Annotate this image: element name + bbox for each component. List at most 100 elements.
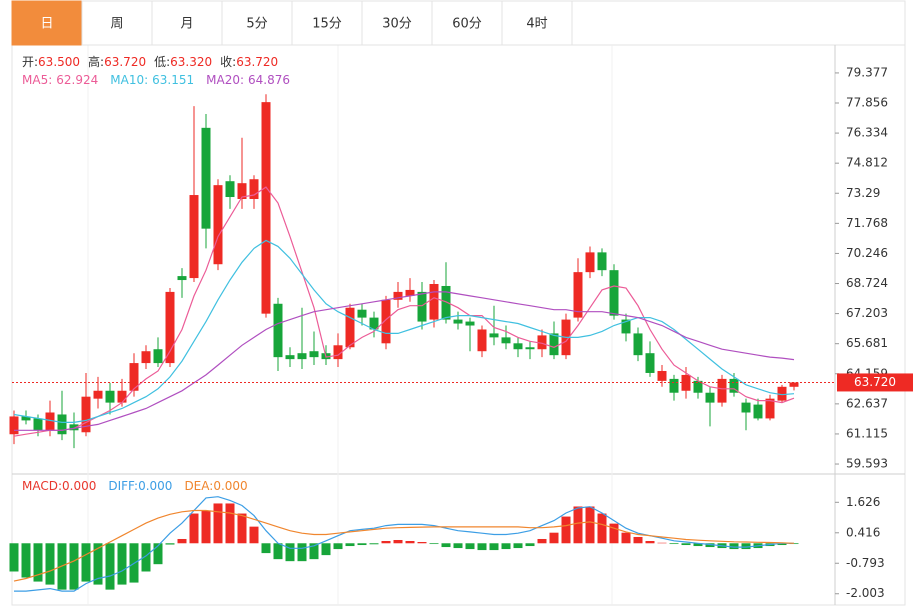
- tab[interactable]: [431, 0, 503, 46]
- macd-bar: [285, 543, 295, 562]
- macd-bar: [165, 543, 175, 545]
- tab-label[interactable]: 30分: [382, 17, 412, 32]
- macd-bar: [729, 543, 739, 550]
- candle-body: [585, 252, 595, 273]
- candle-body: [165, 291, 175, 364]
- tab-label[interactable]: 15分: [312, 17, 342, 32]
- macd-bar: [33, 543, 43, 582]
- macd-bar: [633, 536, 643, 544]
- candle-body: [441, 285, 451, 320]
- frame: [11, 0, 906, 606]
- macd-bar: [609, 523, 619, 544]
- macd-bar: [705, 543, 715, 548]
- macd-bar: [357, 543, 367, 546]
- legend-value: 63.320: [170, 55, 212, 69]
- candle-body: [129, 363, 139, 391]
- y-tick-label: 74.812: [846, 156, 888, 170]
- y-tick-label: 62.637: [846, 396, 888, 410]
- tab[interactable]: [501, 0, 573, 46]
- candle-body: [393, 291, 403, 300]
- candle-body: [753, 404, 763, 419]
- macd-bar: [549, 532, 559, 544]
- macd-bar: [465, 543, 475, 550]
- y-tick-label: 68.724: [846, 276, 888, 290]
- macd-bar: [669, 543, 679, 545]
- candle-body: [657, 370, 667, 381]
- y-tick-label: 61.115: [846, 426, 888, 440]
- legend-label: DIFF:: [108, 479, 138, 493]
- tab-label[interactable]: 60分: [452, 17, 482, 32]
- tab-label[interactable]: 4时: [526, 17, 547, 32]
- tab[interactable]: [11, 0, 83, 46]
- macd-line: [14, 496, 794, 592]
- candle-body: [297, 353, 307, 360]
- tab-label[interactable]: 5分: [246, 17, 267, 32]
- candle-body: [93, 390, 103, 399]
- tab[interactable]: [361, 0, 433, 46]
- y-tick-label: 0.416: [846, 525, 880, 539]
- macd-bar: [261, 543, 271, 554]
- macd-bar: [201, 510, 211, 544]
- candle-body: [597, 252, 607, 271]
- legend-value: 63.720: [104, 55, 146, 69]
- y-tick-label: 71.768: [846, 216, 888, 230]
- ma-line: [13, 186, 795, 437]
- macd-bar: [81, 543, 91, 582]
- candle-body: [609, 270, 619, 316]
- candle-body: [21, 416, 31, 421]
- legend-label: 低:: [154, 55, 170, 69]
- macd-bar: [225, 503, 235, 544]
- macd-bar: [621, 532, 631, 544]
- macd-bar: [45, 543, 55, 585]
- candle-body: [417, 291, 427, 322]
- last-price-box: [837, 373, 913, 392]
- legend-value: 64.876: [248, 73, 290, 87]
- candle-body: [573, 272, 583, 318]
- legend-value: 62.924: [56, 73, 98, 87]
- legend-value: 63.720: [236, 55, 278, 69]
- candle-body: [201, 127, 211, 229]
- tab[interactable]: [221, 0, 293, 46]
- macd-legend: MACD:0.000 DIFF:0.000 DEA:0.000: [22, 479, 248, 493]
- candle-body: [33, 418, 43, 431]
- macd-bar: [21, 543, 31, 578]
- legend-value: 0.000: [138, 479, 172, 493]
- macd-bar: [513, 543, 523, 549]
- candle-body: [453, 319, 463, 324]
- candle-body: [645, 353, 655, 373]
- tab-label[interactable]: 月: [180, 17, 193, 32]
- tab[interactable]: [291, 0, 363, 46]
- candle-body: [549, 333, 559, 356]
- candle-body: [633, 333, 643, 356]
- macd-bar: [537, 538, 547, 544]
- macd-line: [13, 509, 795, 582]
- legend-label: MA20:: [206, 73, 244, 87]
- macd-bar: [153, 543, 163, 565]
- macd-bar: [489, 543, 499, 551]
- legend-value: 63.500: [38, 55, 80, 69]
- tab-label[interactable]: 周: [110, 17, 123, 32]
- candle-body: [9, 416, 19, 435]
- y-tick-label: 65.681: [846, 336, 888, 350]
- candle-body: [141, 351, 151, 364]
- macd-bar: [297, 543, 307, 562]
- macd-bar: [249, 526, 259, 544]
- candle-body: [309, 351, 319, 358]
- candle-body: [45, 412, 55, 431]
- macd-bar: [657, 542, 667, 544]
- macd-bar: [741, 543, 751, 550]
- legend-label: MA10:: [110, 73, 148, 87]
- macd-bar: [393, 539, 403, 544]
- y-tick-label: -0.793: [846, 556, 885, 570]
- candle-body: [669, 378, 679, 393]
- tab-label[interactable]: 日: [40, 17, 53, 32]
- candle-body: [429, 284, 439, 320]
- candle-body: [81, 396, 91, 433]
- macd-bar: [9, 543, 19, 572]
- candle-body: [765, 398, 775, 419]
- y-tick-label: 76.334: [846, 126, 888, 140]
- y-tick-label: 79.377: [846, 65, 888, 79]
- macd-bar: [777, 543, 787, 546]
- macd-bar: [417, 542, 427, 544]
- candle-body: [225, 181, 235, 198]
